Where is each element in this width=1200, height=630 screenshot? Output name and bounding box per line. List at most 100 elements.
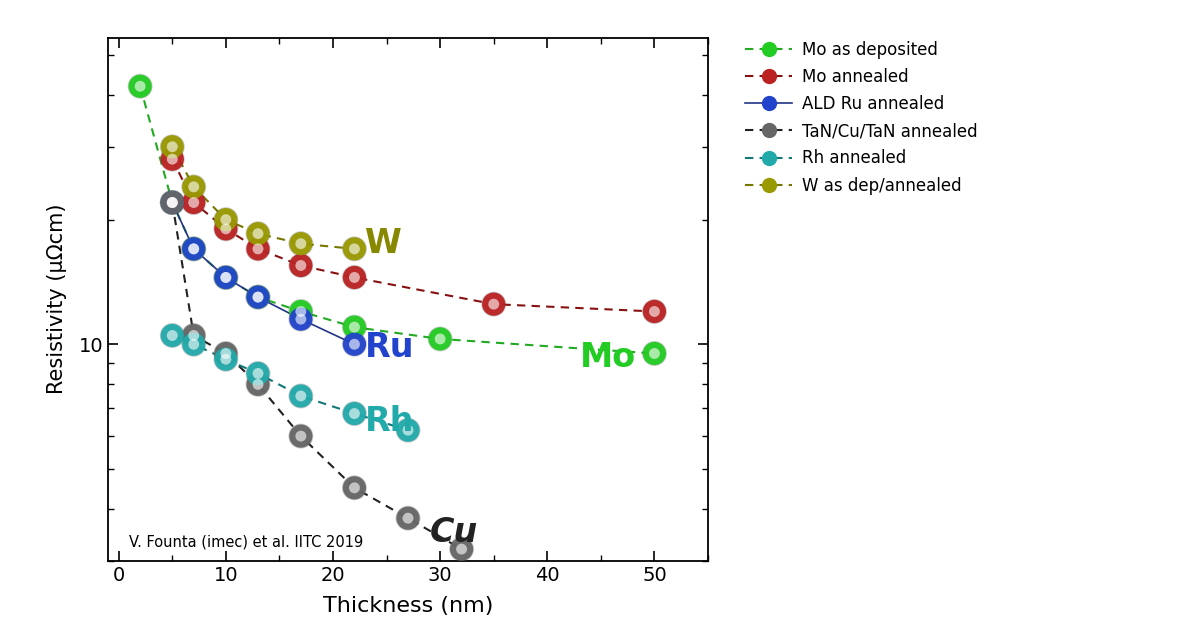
Point (184, 331, 203, 341)
Point (248, 292, 268, 302)
Point (184, 182, 203, 192)
Point (398, 425, 418, 435)
Point (398, 425, 418, 435)
Point (216, 272, 235, 282)
Y-axis label: Resistivity (μΩcm): Resistivity (μΩcm) (48, 204, 67, 394)
Point (184, 197, 203, 207)
Point (344, 483, 364, 493)
Point (292, 260, 311, 270)
Point (163, 197, 182, 207)
Point (131, 81, 150, 91)
Point (398, 513, 418, 524)
Point (452, 544, 472, 554)
Point (344, 244, 364, 254)
Point (248, 244, 268, 254)
Point (248, 369, 268, 379)
Point (484, 299, 503, 309)
Point (216, 224, 235, 234)
Point (248, 292, 268, 302)
Point (184, 244, 203, 254)
Point (216, 354, 235, 364)
Point (163, 197, 182, 207)
Point (644, 348, 664, 358)
Point (163, 331, 182, 341)
Point (184, 244, 203, 254)
Point (292, 306, 311, 316)
Point (248, 229, 268, 239)
Point (344, 408, 364, 418)
Point (292, 306, 311, 316)
Point (344, 322, 364, 332)
Point (184, 182, 203, 192)
Point (292, 431, 311, 441)
Point (184, 339, 203, 349)
Point (248, 292, 268, 302)
Point (184, 339, 203, 349)
X-axis label: Thickness (nm): Thickness (nm) (323, 596, 493, 616)
Text: Mo: Mo (580, 341, 636, 374)
Point (292, 260, 311, 270)
Point (292, 239, 311, 249)
Point (248, 379, 268, 389)
Text: Ru: Ru (365, 331, 415, 364)
Point (184, 331, 203, 341)
Point (163, 331, 182, 341)
Point (248, 244, 268, 254)
Point (163, 197, 182, 207)
Point (163, 197, 182, 207)
Point (131, 81, 150, 91)
Point (292, 314, 311, 324)
Point (248, 369, 268, 379)
Point (184, 197, 203, 207)
Point (184, 244, 203, 254)
Point (452, 544, 472, 554)
Point (163, 197, 182, 207)
Point (163, 154, 182, 164)
Text: Cu: Cu (430, 517, 478, 549)
Point (184, 182, 203, 192)
Point (398, 513, 418, 524)
Point (344, 483, 364, 493)
Point (163, 197, 182, 207)
Point (344, 272, 364, 282)
Point (163, 142, 182, 152)
Point (452, 544, 472, 554)
Text: W: W (365, 227, 402, 260)
Point (248, 379, 268, 389)
Point (344, 244, 364, 254)
Point (398, 513, 418, 524)
Point (184, 197, 203, 207)
Point (163, 197, 182, 207)
Point (484, 299, 503, 309)
Point (163, 197, 182, 207)
Point (163, 142, 182, 152)
Point (644, 306, 664, 316)
Point (292, 314, 311, 324)
Point (216, 348, 235, 358)
Point (292, 239, 311, 249)
Point (292, 391, 311, 401)
Point (344, 272, 364, 282)
Point (292, 239, 311, 249)
Point (644, 348, 664, 358)
Point (344, 408, 364, 418)
Point (644, 306, 664, 316)
Point (216, 348, 235, 358)
Point (292, 306, 311, 316)
Point (292, 314, 311, 324)
Point (184, 331, 203, 341)
Point (248, 379, 268, 389)
Point (344, 322, 364, 332)
Point (292, 391, 311, 401)
Point (184, 244, 203, 254)
Point (216, 272, 235, 282)
Point (131, 81, 150, 91)
Point (216, 215, 235, 225)
Point (216, 354, 235, 364)
Point (248, 292, 268, 302)
Point (644, 306, 664, 316)
Point (163, 142, 182, 152)
Point (344, 272, 364, 282)
Point (431, 334, 450, 344)
Point (216, 272, 235, 282)
